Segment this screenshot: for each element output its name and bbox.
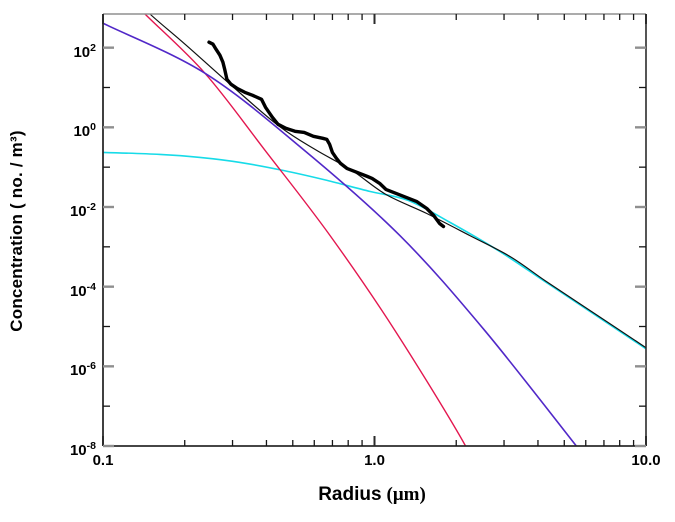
- red-mode-curve: [143, 13, 467, 447]
- y-tick-label: 102: [73, 41, 96, 61]
- blue-mode-curve: [102, 22, 578, 447]
- x-tick-label: 0.1: [92, 452, 114, 469]
- measured-spectrum-curve: [207, 40, 446, 229]
- x-tick-label: 10.0: [631, 452, 661, 469]
- y-tick-label: 10-8: [69, 440, 96, 459]
- y-tick-label: 10-2: [69, 200, 96, 220]
- x-axis-title: Radius (μm): [318, 484, 426, 506]
- y-axis-title: Concentration ( no. / m³): [7, 130, 26, 332]
- y-tick-label: 100: [73, 121, 96, 141]
- y-tick-label: 10-6: [69, 360, 96, 380]
- x-axis-title-text: Radius: [318, 484, 382, 505]
- x-axis-unit: (μm): [386, 484, 426, 505]
- y-tick-label: 10-4: [69, 280, 96, 300]
- cyan-mode-curve: [102, 151, 647, 350]
- x-tick-label: 1.0: [364, 452, 385, 469]
- model-total-curve: [148, 13, 647, 349]
